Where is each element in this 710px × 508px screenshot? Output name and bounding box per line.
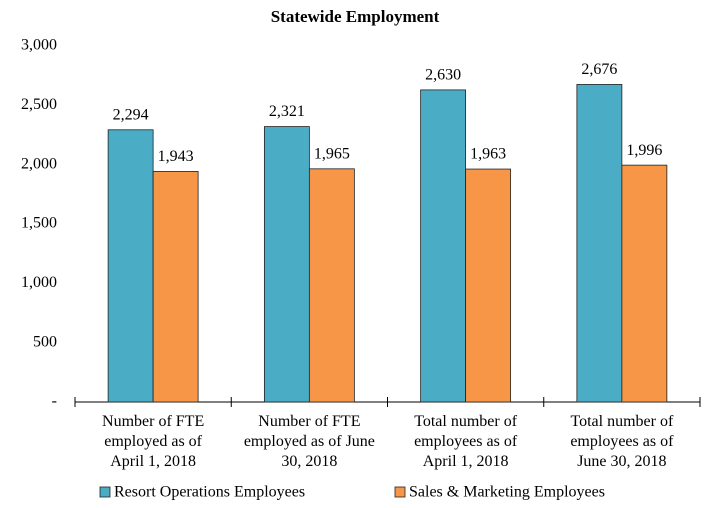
x-tick-label: Number of FTE employed as of June 30, 2018 [244, 413, 375, 470]
value-label: 1,963 [470, 146, 506, 163]
legend-label: Resort Operations Employees [114, 484, 305, 501]
x-tick-label: Total number of employees as of April 1, 2… [414, 413, 518, 470]
bar [465, 168, 512, 403]
y-tick-label: 1,000 [21, 274, 57, 291]
bar [576, 84, 623, 403]
bar [263, 126, 310, 403]
x-tick-label-line: April 1, 2018 [423, 453, 509, 470]
value-label: 1,943 [158, 148, 194, 165]
chart-title: Statewide Employment [271, 7, 440, 26]
x-tick-label-line: Number of FTE [258, 413, 360, 430]
value-label: 1,965 [314, 145, 350, 162]
legend-swatch [394, 486, 406, 498]
y-tick-label: 500 [33, 333, 57, 350]
y-tick-label: 2,000 [21, 155, 57, 172]
value-label: 1,996 [626, 142, 662, 159]
value-label: 2,676 [581, 61, 617, 78]
y-tick-label: - [52, 393, 57, 410]
value-label: 2,294 [113, 106, 149, 123]
bar [107, 129, 154, 403]
x-tick-label-line: 30, 2018 [281, 453, 337, 470]
legend-swatch [99, 486, 111, 498]
bar [420, 89, 467, 403]
bar [621, 164, 668, 403]
bar [308, 168, 355, 403]
bar [152, 171, 199, 403]
x-tick-label: Total number of employees as of June 30, 2… [570, 413, 674, 470]
value-label: 2,321 [269, 103, 305, 120]
y-tick-label: 3,000 [21, 37, 57, 54]
x-tick-label-line: Total number of [570, 413, 674, 430]
y-tick-label: 1,500 [21, 215, 57, 232]
x-tick-label-line: employed as of [104, 433, 202, 450]
x-tick-label-line: employees as of [570, 433, 674, 450]
x-tick-label-line: employees as of [414, 433, 518, 450]
x-tick-label-line: Number of FTE [102, 413, 204, 430]
x-tick-label-line: June 30, 2018 [577, 453, 666, 470]
legend-label: Sales & Marketing Employees [409, 484, 605, 501]
x-tick-label-line: Total number of [414, 413, 518, 430]
x-tick-label-line: April 1, 2018 [110, 453, 196, 470]
value-label: 2,630 [425, 67, 461, 84]
x-tick-label-line: employed as of June [244, 433, 375, 450]
y-tick-label: 2,500 [21, 96, 57, 113]
x-tick-label: Number of FTE employed as of April 1, 2018 [102, 413, 204, 470]
